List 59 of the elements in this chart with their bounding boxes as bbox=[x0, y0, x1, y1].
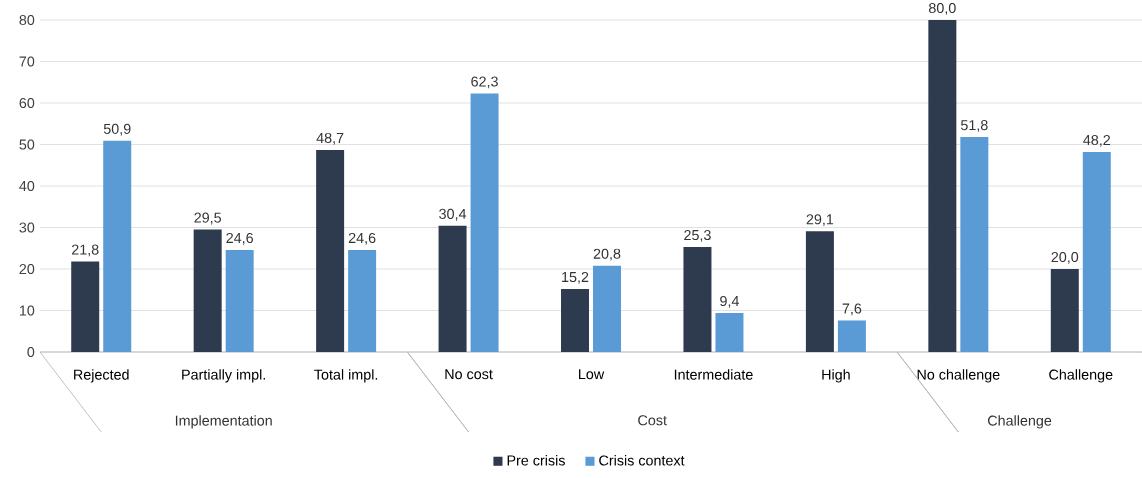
y-tick-label: 60 bbox=[19, 97, 35, 109]
data-label: 48,2 bbox=[1083, 134, 1111, 147]
x-tick-label: No cost bbox=[445, 369, 493, 380]
x-tick-label: No challenge bbox=[917, 369, 1000, 383]
bar bbox=[715, 312, 744, 352]
bar bbox=[837, 320, 866, 352]
bar bbox=[438, 225, 467, 352]
x-tick-label: Challenge bbox=[1049, 369, 1113, 383]
bar bbox=[225, 249, 254, 352]
bar bbox=[960, 137, 989, 352]
data-label: 9,4 bbox=[720, 295, 740, 308]
bar bbox=[1050, 269, 1079, 352]
y-tick-label: 0 bbox=[27, 346, 35, 358]
text: Challenge bbox=[987, 415, 1052, 429]
bar bbox=[316, 149, 345, 352]
x-tick-label: Partially impl. bbox=[182, 369, 265, 383]
data-label: 30,4 bbox=[439, 208, 467, 221]
bar bbox=[71, 261, 100, 352]
data-label: 29,5 bbox=[194, 212, 222, 225]
data-label: 7,6 bbox=[842, 303, 862, 316]
bar bbox=[103, 140, 132, 352]
data-label: 24,6 bbox=[226, 232, 253, 245]
data-label: 15,2 bbox=[562, 271, 589, 284]
bar bbox=[928, 20, 957, 352]
legend-label: Pre crisis bbox=[507, 454, 565, 466]
x-tick-label: Intermediate bbox=[674, 369, 753, 380]
y-tick-label: 10 bbox=[19, 305, 35, 316]
bar bbox=[593, 265, 622, 352]
y-tick-label: 50 bbox=[19, 139, 35, 150]
data-label: 21,8 bbox=[71, 244, 99, 257]
y-tick-label: 80 bbox=[19, 14, 35, 26]
data-label: 48,7 bbox=[316, 132, 344, 145]
x-tick-label: Rejected bbox=[74, 369, 129, 383]
x-tick-label: Low bbox=[579, 369, 605, 380]
data-label: 25,3 bbox=[684, 229, 711, 242]
data-label: 20,0 bbox=[1051, 251, 1079, 264]
legend-label: Crisis context bbox=[599, 454, 685, 466]
bar bbox=[1082, 151, 1111, 352]
data-label: 29,1 bbox=[806, 214, 834, 227]
text: Cost bbox=[638, 415, 667, 426]
data-label: 62,3 bbox=[471, 76, 498, 89]
y-tick-label: 30 bbox=[19, 222, 35, 233]
bar bbox=[470, 93, 499, 352]
x-tick-label: Total impl. bbox=[314, 369, 378, 383]
y-tick-label: 40 bbox=[19, 180, 35, 192]
bar bbox=[561, 288, 590, 352]
bar bbox=[193, 229, 222, 352]
data-label: 80,0 bbox=[929, 3, 956, 15]
data-label: 50,9 bbox=[103, 123, 131, 136]
data-label: 20,8 bbox=[593, 248, 621, 261]
data-label: 24,6 bbox=[348, 232, 376, 245]
y-tick-label: 20 bbox=[19, 263, 35, 275]
x-tick-label: High bbox=[822, 369, 850, 383]
y-tick-label: 70 bbox=[19, 56, 35, 67]
text: Implementation bbox=[175, 415, 272, 429]
bar bbox=[683, 247, 712, 352]
bar bbox=[348, 249, 377, 352]
bar bbox=[805, 231, 834, 352]
data-label: 51,8 bbox=[960, 120, 988, 132]
